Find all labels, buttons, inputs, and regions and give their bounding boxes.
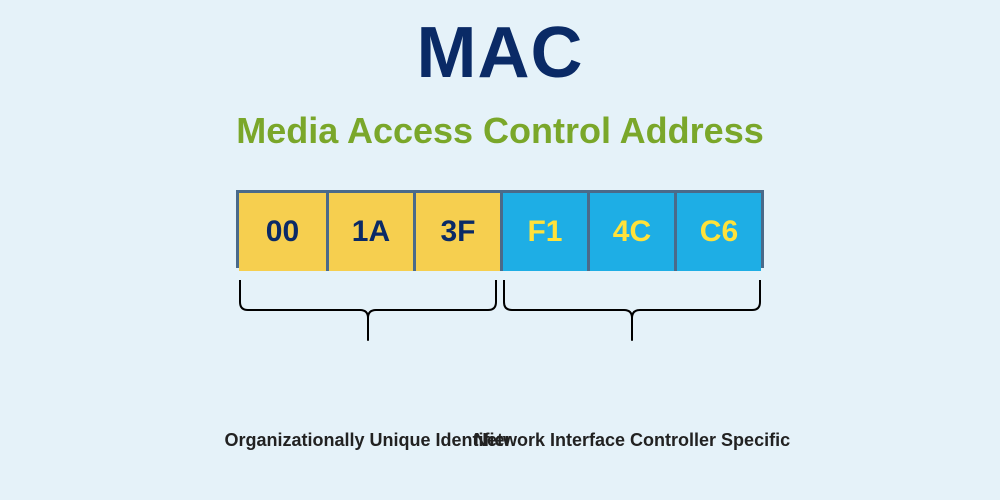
caption-right: Network Interface Controller Specific (474, 430, 790, 451)
mac-byte-0: 00 (239, 193, 326, 271)
mac-byte-1: 1A (326, 193, 413, 271)
diagram-canvas: MAC Media Access Control Address 001A3FF… (0, 0, 1000, 500)
title-text: MAC (0, 12, 1000, 94)
mac-byte-4: 4C (587, 193, 674, 271)
mac-byte-3: F1 (500, 193, 587, 271)
mac-byte-2: 3F (413, 193, 500, 271)
mac-byte-5: C6 (674, 193, 761, 271)
subtitle-text: Media Access Control Address (0, 110, 1000, 152)
caption-left: Organizationally Unique Identifier (225, 430, 512, 451)
brace-left-icon (236, 280, 500, 350)
mac-bytes-row: 001A3FF14CC6 (236, 190, 764, 268)
brace-right-icon (500, 280, 764, 350)
